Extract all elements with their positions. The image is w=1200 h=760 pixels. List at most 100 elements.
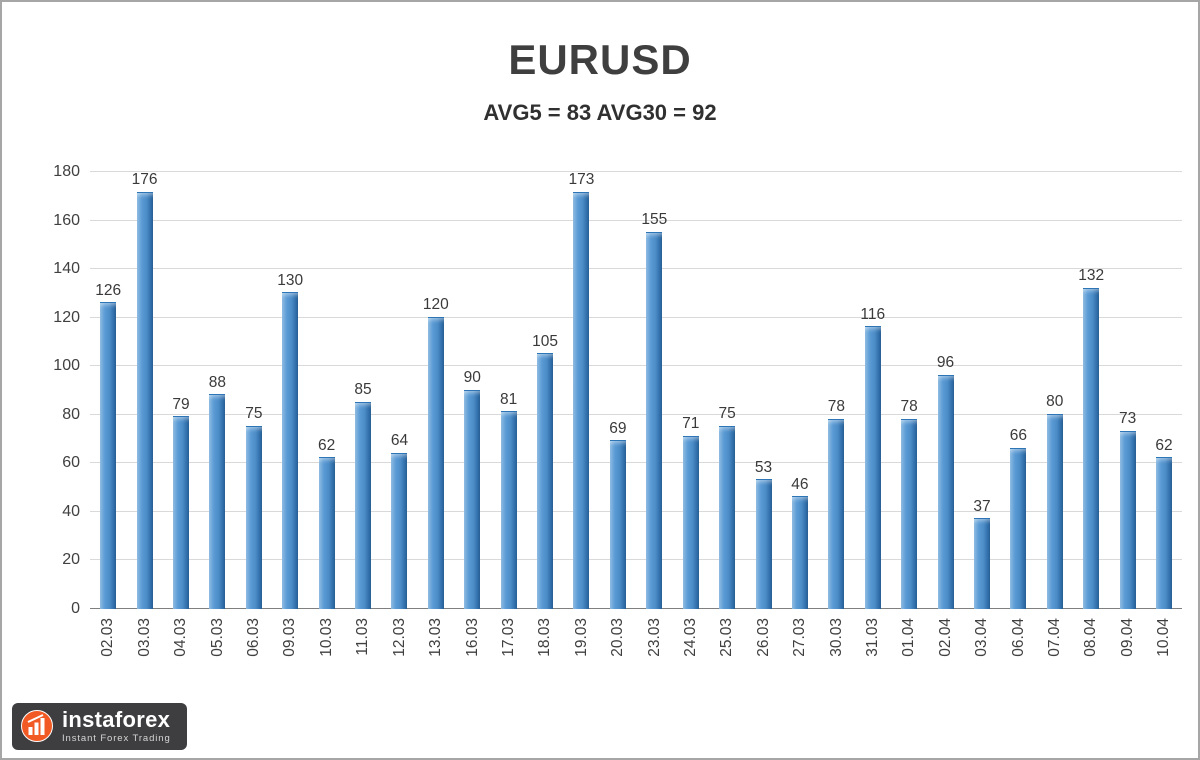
bar bbox=[537, 353, 554, 609]
bar-column: 71 bbox=[673, 172, 709, 609]
bar bbox=[464, 389, 481, 609]
bar-value-label: 37 bbox=[973, 497, 991, 515]
bar-column: 69 bbox=[600, 172, 636, 609]
bar bbox=[682, 435, 699, 609]
x-tick-label: 25.03 bbox=[718, 618, 736, 657]
y-tick-label: 100 bbox=[53, 357, 80, 375]
bar bbox=[500, 411, 517, 609]
x-tick-label: 04.03 bbox=[172, 618, 190, 657]
bar bbox=[1083, 287, 1100, 609]
bar bbox=[791, 496, 808, 609]
x-axis-labels: 02.03 03.03 04.03 05.03 06.03 09.03 10.03 11.03… bbox=[90, 618, 1182, 698]
x-tick-label: 06.03 bbox=[245, 618, 263, 657]
bar bbox=[646, 231, 663, 609]
bar-value-label: 66 bbox=[1009, 427, 1027, 445]
gridline bbox=[90, 462, 1182, 464]
x-tick-cell: 04.03 bbox=[163, 618, 199, 698]
bar-value-label: 130 bbox=[277, 271, 304, 289]
bar-value-label: 105 bbox=[532, 332, 559, 350]
x-tick-cell: 09.04 bbox=[1109, 618, 1145, 698]
y-tick-label: 120 bbox=[53, 308, 80, 326]
x-tick-cell: 05.03 bbox=[199, 618, 235, 698]
gridline bbox=[90, 171, 1182, 172]
gridline bbox=[90, 365, 1182, 367]
bar-column: 81 bbox=[490, 172, 526, 609]
gridline bbox=[90, 413, 1182, 415]
bar-column: 155 bbox=[636, 172, 672, 609]
x-tick-cell: 03.03 bbox=[126, 618, 162, 698]
bar-value-label: 132 bbox=[1078, 267, 1105, 285]
x-tick-cell: 02.03 bbox=[90, 618, 126, 698]
x-tick-label: 02.03 bbox=[99, 618, 117, 657]
bar-column: 53 bbox=[745, 172, 781, 609]
x-tick-cell: 19.03 bbox=[563, 618, 599, 698]
bar bbox=[245, 425, 262, 609]
x-tick-label: 16.03 bbox=[463, 618, 481, 657]
bar bbox=[136, 191, 153, 609]
y-tick-label: 40 bbox=[62, 502, 80, 520]
bar-value-label: 64 bbox=[390, 432, 409, 450]
bar-column: 85 bbox=[345, 172, 381, 609]
bar bbox=[1155, 457, 1172, 609]
x-tick-cell: 25.03 bbox=[709, 618, 745, 698]
x-tick-label: 31.03 bbox=[863, 618, 881, 657]
bar-value-label: 116 bbox=[860, 305, 886, 323]
bar bbox=[1119, 430, 1136, 609]
x-tick-label: 12.03 bbox=[390, 618, 408, 657]
x-tick-cell: 24.03 bbox=[673, 618, 709, 698]
bar-column: 78 bbox=[818, 172, 854, 609]
bar bbox=[355, 401, 372, 609]
x-tick-label: 27.03 bbox=[791, 618, 809, 657]
bar-value-label: 62 bbox=[1155, 436, 1173, 454]
bar-column: 37 bbox=[964, 172, 1000, 609]
x-tick-cell: 06.03 bbox=[236, 618, 272, 698]
x-tick-label: 20.03 bbox=[609, 618, 627, 657]
x-tick-label: 02.04 bbox=[936, 618, 954, 657]
bar-column: 64 bbox=[381, 172, 417, 609]
x-tick-cell: 20.03 bbox=[600, 618, 636, 698]
instaforex-watermark: instaforex Instant Forex Trading bbox=[12, 702, 187, 750]
y-tick-label: 140 bbox=[53, 260, 80, 278]
bar-column: 73 bbox=[1109, 172, 1145, 609]
bar bbox=[973, 518, 990, 609]
x-tick-label: 03.03 bbox=[135, 618, 153, 657]
bar bbox=[937, 374, 954, 609]
bar-column: 46 bbox=[782, 172, 818, 609]
bar bbox=[609, 440, 626, 609]
x-tick-cell: 08.04 bbox=[1073, 618, 1109, 698]
chart-subtitle: AVG5 = 83 AVG30 = 92 bbox=[483, 100, 717, 125]
bar-value-label: 78 bbox=[900, 398, 918, 416]
bar-value-label: 69 bbox=[609, 419, 627, 437]
bar-value-label: 73 bbox=[1118, 410, 1137, 428]
x-tick-label: 17.03 bbox=[499, 618, 517, 657]
bar bbox=[318, 457, 335, 609]
bar-value-label: 85 bbox=[354, 381, 372, 399]
x-tick-cell: 16.03 bbox=[454, 618, 490, 698]
bar-value-label: 90 bbox=[463, 369, 481, 386]
y-tick-label: 80 bbox=[62, 405, 80, 423]
bar bbox=[573, 191, 590, 609]
y-tick-label: 160 bbox=[53, 211, 80, 229]
y-tick-label: 180 bbox=[53, 163, 80, 180]
x-tick-label: 01.04 bbox=[900, 618, 918, 657]
bar-value-label: 62 bbox=[318, 436, 336, 454]
x-tick-label: 08.04 bbox=[1082, 618, 1100, 657]
bar-column: 62 bbox=[308, 172, 344, 609]
plot-area: 126 176 79 88 75 130 62 85 64 120 90 81 105 173 69 155 7… bbox=[53, 163, 1182, 617]
x-tick-label: 26.03 bbox=[754, 618, 772, 657]
bar-column: 132 bbox=[1073, 172, 1109, 609]
x-tick-cell: 06.04 bbox=[1000, 618, 1036, 698]
bar-value-label: 78 bbox=[827, 398, 845, 416]
bar-value-label: 46 bbox=[791, 475, 809, 493]
x-tick-cell: 10.03 bbox=[308, 618, 344, 698]
x-tick-label: 10.03 bbox=[317, 618, 335, 657]
bar-value-label: 79 bbox=[172, 395, 190, 413]
x-tick-cell: 07.04 bbox=[1037, 618, 1073, 698]
bar-column: 176 bbox=[126, 172, 162, 609]
x-tick-cell: 31.03 bbox=[855, 618, 891, 698]
x-tick-label: 30.03 bbox=[827, 618, 845, 657]
bar-column: 116 bbox=[855, 172, 891, 609]
gridline bbox=[90, 268, 1182, 270]
y-tick-label: 0 bbox=[71, 600, 80, 617]
